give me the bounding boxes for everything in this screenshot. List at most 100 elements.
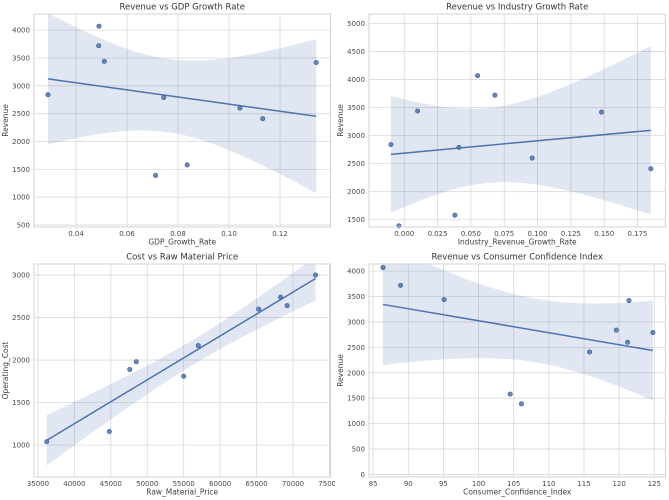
y-tick-label: 3000 <box>347 318 365 326</box>
x-tick-label: 45000 <box>100 480 122 488</box>
y-tick-label: 3500 <box>12 54 30 62</box>
y-tick-label: 4000 <box>12 27 30 35</box>
data-point <box>260 116 266 122</box>
data-point <box>45 92 51 98</box>
y-tick-label: 1000 <box>12 194 30 202</box>
y-tick-label: 1500 <box>12 166 30 174</box>
data-point <box>474 73 480 79</box>
y-tick-label: 2000 <box>12 357 30 365</box>
x-tick-label: 120 <box>612 480 625 488</box>
x-axis-label: GDP_Growth_Rate <box>148 237 216 246</box>
confidence-band <box>46 264 316 466</box>
y-tick-label: 0 <box>360 471 364 479</box>
data-point <box>586 349 592 355</box>
chart-title: Revenue vs GDP Growth Rate <box>119 2 244 12</box>
y-tick-label: 4000 <box>347 76 365 84</box>
chart-revenue-vs-consumer-confidence-index: 85 90 95 100 105 110 115 120 125 0 500 1000 1500 2000… <box>335 250 669 500</box>
y-tick-label: 1000 <box>12 442 30 450</box>
y-tick-label: 1500 <box>12 399 30 407</box>
y-tick-label: 1000 <box>347 420 365 428</box>
regression-line <box>47 78 317 118</box>
data-point <box>387 142 393 148</box>
x-tick-label: 95 <box>438 480 447 488</box>
y-tick-label: 1500 <box>347 216 365 224</box>
data-point <box>313 59 319 65</box>
x-axis-label: Consumer_Confidence_Index <box>463 487 572 496</box>
data-point <box>451 212 457 218</box>
chart-revenue-vs-gdp-growth-rate: 0.04 0.06 0.08 0.10 0.12 500 1000 1500 2000 2500 3… <box>0 0 335 250</box>
plot-border <box>367 263 666 478</box>
y-tick-label: 2500 <box>347 160 365 168</box>
y-tick-label: 3000 <box>12 272 30 280</box>
chart-revenue-vs-industry-growth-rate: 0.000 0.025 0.050 0.075 0.100 0.125 0.150 0.175… <box>335 0 669 250</box>
scatter-plot-svg: 0.000 0.025 0.050 0.075 0.100 0.125 0.150 0.175… <box>335 2 666 247</box>
x-tick-label: 50000 <box>136 480 158 488</box>
data-point <box>313 272 319 278</box>
y-tick-label: 2000 <box>347 369 365 377</box>
y-tick-label: 2000 <box>12 138 30 146</box>
data-point <box>649 330 655 336</box>
y-tick-label: 2500 <box>12 110 30 118</box>
data-point <box>184 162 190 168</box>
x-tick-label: 0.150 <box>594 230 614 238</box>
x-tick-label: 65000 <box>245 480 267 488</box>
y-tick-label: 4500 <box>347 48 365 56</box>
x-tick-label: 90 <box>403 480 412 488</box>
y-axis-label: Operating_Cost <box>1 342 10 400</box>
y-tick-label: 3000 <box>12 82 30 90</box>
x-tick-label: 0.075 <box>494 230 514 238</box>
y-axis-label: Revenue <box>335 104 344 137</box>
chart-cost-vs-raw-material-price: 35000 40000 45000 50000 55000 60000 65000 70000… <box>0 250 335 500</box>
x-tick-label: 0.12 <box>272 230 288 238</box>
data-point <box>441 297 447 303</box>
y-tick-label: 3500 <box>347 104 365 112</box>
data-point <box>284 303 290 309</box>
x-tick-label: 110 <box>542 480 555 488</box>
data-point <box>96 23 102 29</box>
x-tick-label: 0.10 <box>221 230 237 238</box>
x-tick-label: 40000 <box>63 480 85 488</box>
data-point <box>491 92 497 98</box>
x-tick-label: 0.175 <box>627 230 647 238</box>
data-point <box>153 172 159 178</box>
y-tick-label: 3000 <box>347 132 365 140</box>
data-point <box>278 294 284 300</box>
confidence-band <box>390 46 651 215</box>
y-tick-label: 4000 <box>347 268 365 276</box>
y-axis-label: Revenue <box>335 354 344 387</box>
regression-line <box>46 277 316 442</box>
data-point <box>397 282 403 288</box>
scatter-plot-svg: 35000 40000 45000 50000 55000 60000 65000 70000… <box>1 252 335 496</box>
x-tick-label: 75000 <box>318 480 334 488</box>
data-point <box>256 306 262 312</box>
data-point <box>518 401 524 407</box>
x-axis-label: Raw_Material_Price <box>146 487 218 496</box>
data-point <box>44 439 50 445</box>
y-tick-label: 5000 <box>347 20 365 28</box>
data-point <box>613 327 619 333</box>
data-point <box>380 265 386 271</box>
x-tick-label: 55000 <box>173 480 195 488</box>
chart-title: Revenue vs Consumer Confidence Index <box>431 252 602 262</box>
x-tick-label: 0.100 <box>527 230 547 238</box>
x-tick-label: 125 <box>647 480 660 488</box>
chart-title: Revenue vs Industry Growth Rate <box>446 2 588 12</box>
y-tick-label: 3500 <box>347 293 365 301</box>
y-axis-label: Revenue <box>1 104 10 137</box>
data-point <box>195 343 201 349</box>
x-tick-label: 0.04 <box>68 230 84 238</box>
x-tick-label: 115 <box>577 480 590 488</box>
data-point <box>529 155 535 161</box>
data-point <box>625 298 631 304</box>
data-point <box>237 105 243 111</box>
x-tick-label: 100 <box>471 480 484 488</box>
x-tick-label: 70000 <box>282 480 304 488</box>
x-tick-label: 0.025 <box>427 230 447 238</box>
plot-border <box>33 263 332 478</box>
data-point <box>133 359 139 365</box>
data-point <box>101 58 107 64</box>
chart-title: Cost vs Raw Material Price <box>126 252 238 262</box>
y-tick-label: 2000 <box>347 188 365 196</box>
data-point <box>96 43 102 49</box>
